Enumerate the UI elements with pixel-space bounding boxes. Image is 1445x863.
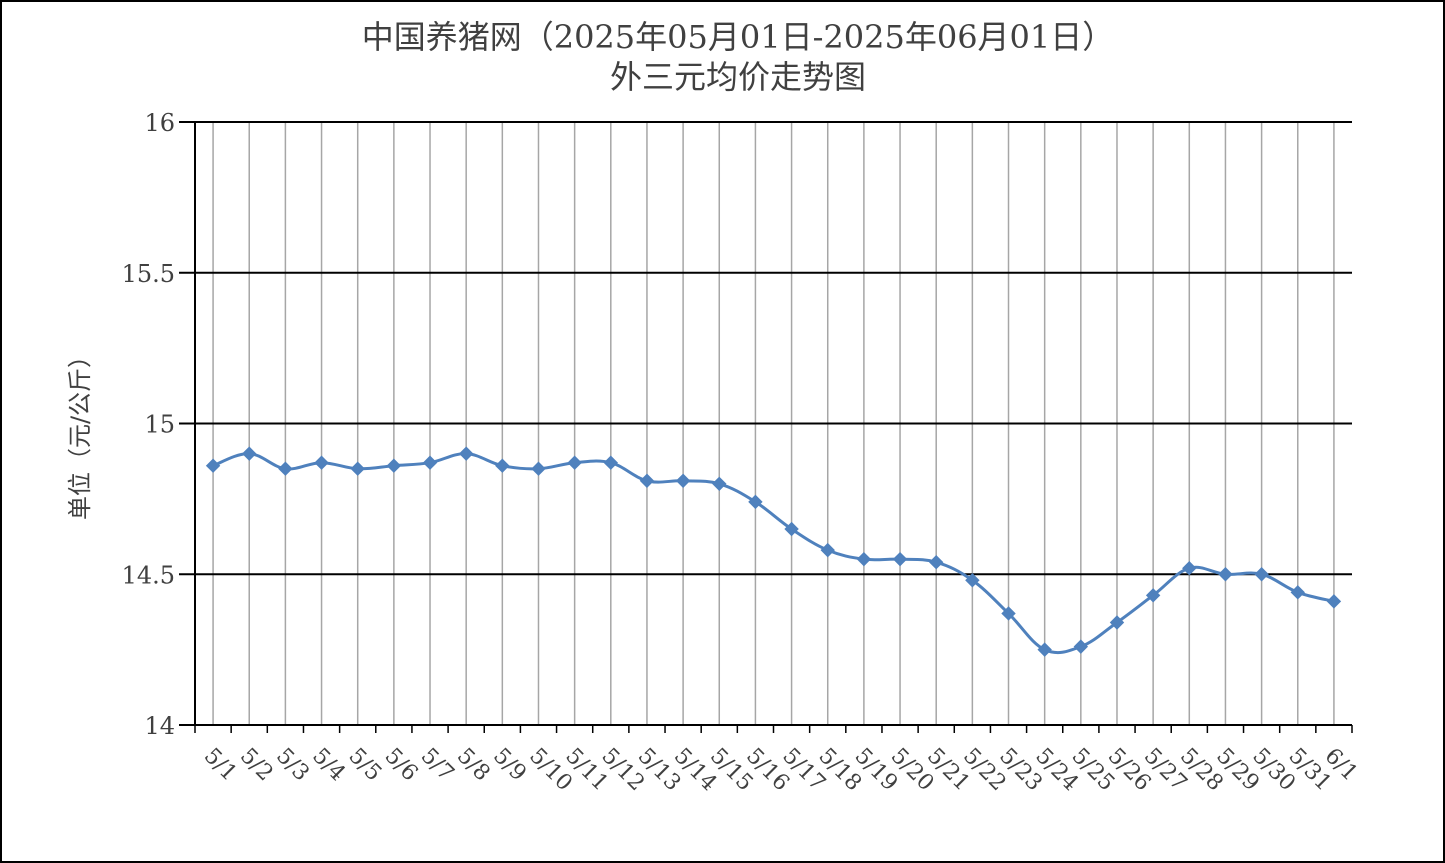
data-point-marker xyxy=(856,551,872,567)
y-axis-label: 单位（元/公斤） xyxy=(66,344,94,520)
data-point-marker xyxy=(892,551,908,567)
data-point-marker xyxy=(1182,561,1197,576)
data-point-marker xyxy=(314,455,329,470)
data-point-marker xyxy=(1073,639,1089,654)
data-point-marker xyxy=(205,458,221,473)
data-point-marker xyxy=(928,554,944,570)
data-point-marker xyxy=(1109,615,1125,630)
data-point-marker xyxy=(531,461,546,476)
x-tick-label: 5/7 xyxy=(416,744,459,787)
x-tick-label: 5/8 xyxy=(452,744,495,787)
data-point-marker xyxy=(784,521,799,537)
chart-subtitle: 外三元均价走势图 xyxy=(610,58,866,96)
series-layer xyxy=(205,446,1342,657)
data-point-marker xyxy=(1326,594,1342,609)
data-point-marker xyxy=(712,476,727,492)
y-tick-label: 16 xyxy=(144,109,175,137)
x-tick-label: 5/9 xyxy=(488,744,531,787)
x-tick-label: 5/4 xyxy=(307,744,350,787)
data-point-marker xyxy=(567,455,582,470)
y-tick-label: 14 xyxy=(144,712,175,740)
chart-title: 中国养猪网（2025年05月01日-2025年06月01日） xyxy=(362,18,1115,56)
x-tick-label: 5/5 xyxy=(343,744,386,787)
data-point-marker xyxy=(820,542,835,558)
data-point-marker xyxy=(1254,567,1269,582)
x-tick-label: 5/3 xyxy=(271,744,314,787)
data-point-marker xyxy=(1218,567,1233,582)
data-point-marker xyxy=(458,446,474,461)
y-tick-label: 15 xyxy=(144,411,175,439)
x-tick-label: 5/6 xyxy=(380,744,423,787)
data-point-marker xyxy=(675,473,691,488)
data-point-marker xyxy=(639,473,655,488)
series-line xyxy=(212,452,1335,655)
grid-layer xyxy=(195,121,1352,725)
axis-layer: 14 14.5 15 15.5 16 5/15/25/35/45/55/65/75/85/… xyxy=(122,109,1363,796)
data-point-marker xyxy=(1037,642,1052,657)
x-tick-label: 5/1 xyxy=(199,744,242,787)
data-point-marker xyxy=(965,573,980,588)
data-point-marker xyxy=(422,455,438,470)
y-tick-label: 14.5 xyxy=(122,561,175,589)
data-point-marker xyxy=(1145,588,1161,603)
data-point-marker xyxy=(386,458,402,473)
y-tick-label: 15.5 xyxy=(122,260,175,288)
data-point-marker xyxy=(350,461,365,476)
data-point-marker xyxy=(1001,606,1016,621)
data-point-marker xyxy=(242,446,257,461)
data-point-marker xyxy=(1290,585,1305,600)
x-tick-label: 5/2 xyxy=(235,744,278,787)
data-point-marker xyxy=(495,458,510,473)
data-point-marker xyxy=(603,455,619,470)
data-point-marker xyxy=(748,494,763,510)
data-point-marker xyxy=(278,461,293,476)
